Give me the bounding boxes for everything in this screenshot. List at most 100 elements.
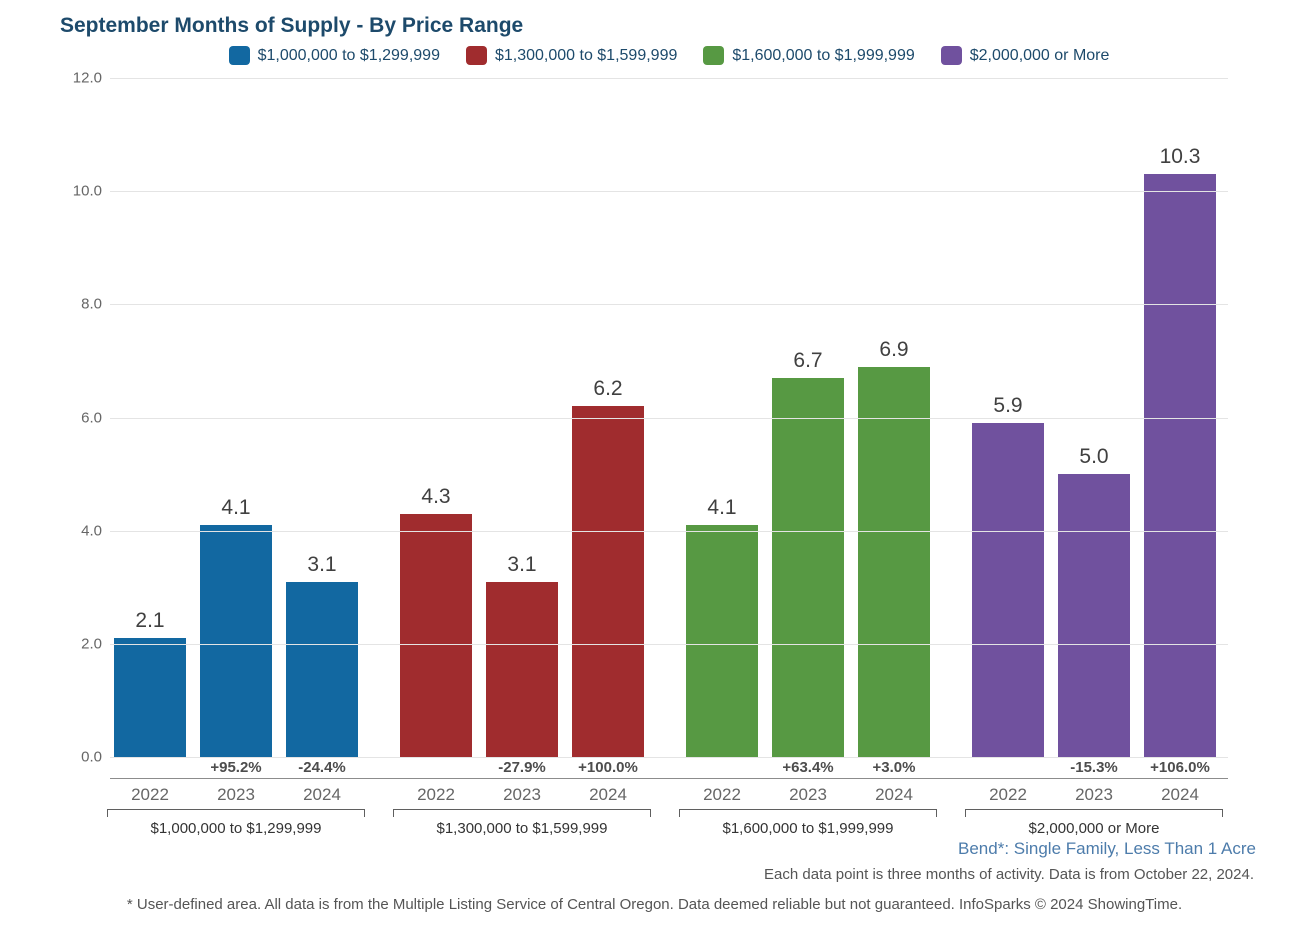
bar-value-label: 5.0 — [1079, 445, 1109, 469]
legend-item-0: $1,000,000 to $1,299,999 — [228, 46, 440, 65]
bar-value-label: 5.9 — [993, 394, 1023, 418]
bar-value-label: 3.1 — [307, 552, 337, 576]
y-axis-tick-label: 0.0 — [81, 748, 102, 766]
percent-change-label — [972, 759, 1044, 776]
bar-value-label: 10.3 — [1159, 145, 1201, 169]
group-bracket — [393, 809, 651, 817]
year-tick-label: 2022 — [131, 785, 169, 804]
gridline-10.0 — [110, 191, 1228, 193]
legend-item-2: $1,600,000 to $1,999,999 — [703, 46, 915, 65]
year-tick-label: 2024 — [875, 785, 913, 804]
percent-change-label: -27.9% — [498, 759, 546, 776]
gridline-8.0 — [110, 304, 1228, 306]
y-axis-tick-label: 4.0 — [81, 522, 102, 540]
y-axis-tick-label: 6.0 — [81, 409, 102, 426]
y-axis-tick-label: 8.0 — [81, 295, 102, 313]
legend: $1,000,000 to $1,299,999 $1,300,000 to $1… — [110, 46, 1228, 65]
bar-2022-group-3[interactable]: 5.9 — [972, 394, 1044, 757]
bar-2022-group-2[interactable]: 4.1 — [686, 496, 758, 757]
price-range-group-1: $1,300,000 to $1,599,999 — [393, 809, 651, 837]
legend-item-label: $2,000,000 or More — [969, 46, 1110, 64]
chart-title: September Months of Supply - By Price Ra… — [60, 14, 524, 37]
percent-change-label: +3.0% — [872, 759, 916, 776]
data-period-note: Each data point is three months of activ… — [764, 866, 1254, 883]
bar-value-label: 4.1 — [707, 496, 737, 519]
gridline-4.0 — [110, 530, 1228, 532]
price-range-group-label: $1,600,000 to $1,999,999 — [722, 820, 894, 837]
group-bracket — [965, 809, 1223, 817]
bar-2023-group-1[interactable]: 3.1 — [486, 553, 558, 757]
bar-value-label: 6.9 — [879, 337, 909, 361]
percent-change-row: +95.2% -24.4% -27.9% +100.0% +63.4% +3.0% -15.… — [114, 759, 1216, 776]
percent-change-label: -24.4% — [298, 759, 346, 776]
axis-line — [110, 778, 1228, 779]
year-tick-label: 2023 — [217, 785, 255, 804]
bar-2024-group-3[interactable]: 10.3 — [1144, 145, 1216, 757]
bar-2022-group-0[interactable]: 2.1 — [114, 609, 186, 757]
legend-swatch-icon — [465, 46, 487, 65]
percent-change-label: +106.0% — [1150, 759, 1210, 776]
bar-value-label: 4.1 — [221, 496, 251, 519]
y-axis-tick-label: 2.0 — [81, 635, 102, 653]
gridline-6.0 — [110, 417, 1228, 419]
year-tick-label: 2022 — [703, 785, 741, 804]
bar-group-2: 4.1 6.7 6.9 — [686, 338, 930, 757]
price-range-group-0: $1,000,000 to $1,299,999 — [107, 809, 365, 837]
bar-2024-group-1[interactable]: 6.2 — [572, 377, 644, 757]
year-tick-label: 2024 — [1161, 785, 1199, 804]
percent-change-label — [114, 759, 186, 776]
year-tick-label: 2023 — [503, 785, 541, 804]
bar-2024-group-0[interactable]: 3.1 — [286, 553, 358, 757]
y-axis-tick-label: 12.0 — [72, 69, 102, 87]
bar-value-label: 6.7 — [793, 348, 823, 372]
bar-group-3: 5.9 5.0 10.3 — [972, 145, 1216, 757]
gridline-12.0 — [110, 78, 1228, 79]
bar-2024-group-2[interactable]: 6.9 — [858, 338, 930, 757]
percent-cell-group-2: +63.4% +3.0% — [686, 759, 930, 776]
location-note: Bend*: Single Family, Less Than 1 Acre — [958, 839, 1256, 858]
legend-item-3: $2,000,000 or More — [940, 46, 1110, 65]
price-range-group-2: $1,600,000 to $1,999,999 — [679, 809, 937, 837]
year-cell-group-3: 2022 2023 2024 — [972, 785, 1216, 805]
bar-value-label: 3.1 — [507, 552, 537, 576]
bar-2022-group-1[interactable]: 4.3 — [400, 485, 472, 757]
percent-change-label: +100.0% — [578, 759, 638, 776]
bar-2023-group-0[interactable]: 4.1 — [200, 496, 272, 757]
bars-container: 2.1 4.1 3.1 4.3 3.1 6.2 4.1 6.7 6.9 5.9 5.0 10.3 — [114, 145, 1216, 757]
year-label-row: 2022 2023 2024 2022 2023 2024 2022 2023 2024 2022… — [114, 785, 1216, 805]
percent-change-label: +63.4% — [782, 759, 834, 776]
year-tick-label: 2024 — [589, 785, 627, 804]
bar-value-label: 6.2 — [593, 377, 623, 401]
year-tick-label: 2022 — [989, 785, 1027, 804]
price-range-group-label: $1,000,000 to $1,299,999 — [150, 820, 322, 837]
disclaimer-note: * User-defined area. All data is from th… — [126, 896, 1183, 913]
group-bracket-row: $1,000,000 to $1,299,999 $1,300,000 to $1… — [107, 809, 1223, 837]
percent-change-label — [400, 759, 472, 776]
legend-item-1: $1,300,000 to $1,599,999 — [465, 46, 677, 65]
gridline-0.0 — [110, 757, 1228, 758]
bar-2023-group-2[interactable]: 6.7 — [772, 349, 844, 757]
bar-group-0: 2.1 4.1 3.1 — [114, 496, 358, 757]
bar-2023-group-3[interactable]: 5.0 — [1058, 445, 1130, 757]
year-cell-group-1: 2022 2023 2024 — [400, 785, 644, 805]
percent-change-label: -15.3% — [1070, 759, 1118, 776]
percent-change-label: +95.2% — [210, 759, 262, 776]
price-range-group-label: $2,000,000 or More — [1028, 820, 1160, 837]
year-tick-label: 2023 — [789, 785, 827, 804]
price-range-group-label: $1,300,000 to $1,599,999 — [436, 820, 608, 837]
year-tick-label: 2022 — [417, 785, 455, 804]
legend-swatch-icon — [703, 46, 725, 65]
group-bracket — [679, 809, 937, 817]
year-cell-group-0: 2022 2023 2024 — [114, 785, 358, 805]
legend-swatch-icon — [228, 46, 250, 65]
group-bracket — [107, 809, 365, 817]
year-cell-group-2: 2022 2023 2024 — [686, 785, 930, 805]
percent-cell-group-3: -15.3% +106.0% — [972, 759, 1216, 776]
year-tick-label: 2024 — [303, 785, 341, 804]
bar-value-label: 4.3 — [421, 484, 451, 508]
bar-group-1: 4.3 3.1 6.2 — [400, 377, 644, 757]
year-tick-label: 2023 — [1075, 785, 1113, 804]
plot-area: 2.1 4.1 3.1 4.3 3.1 6.2 4.1 6.7 6.9 5.9 5.0 10.3 0.… — [73, 70, 1228, 766]
bar-value-label: 2.1 — [135, 609, 165, 633]
